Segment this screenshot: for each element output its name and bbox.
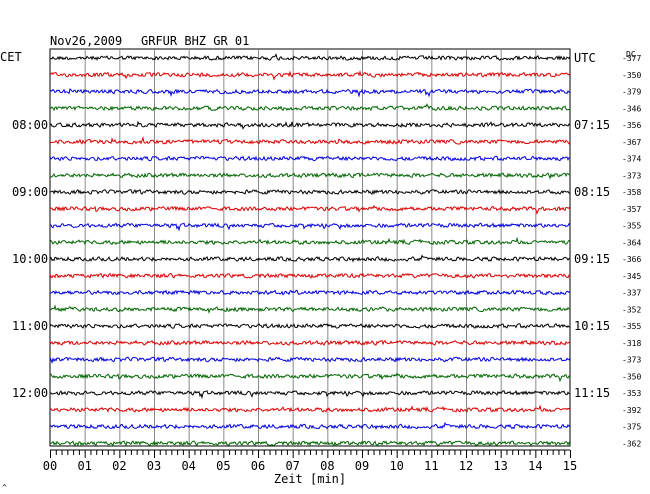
trace-row-17 <box>49 339 571 347</box>
dc-offset-value: -337 <box>622 289 641 298</box>
trace-row-13 <box>49 272 571 279</box>
right-time-labels: UTC 07:15 08:15 09:15 10:15 11:15 <box>574 51 610 400</box>
dc-offset-value: -374 <box>622 155 641 164</box>
dc-offset-values: -377 -350 -379 -346 -356 -367 -374 -373 -358 -357… <box>622 54 641 448</box>
header-date: Nov26,2009 <box>50 34 122 48</box>
dc-offset-value: -355 <box>622 222 641 231</box>
right-time-label: UTC <box>574 51 596 65</box>
dc-label: DC <box>626 50 636 59</box>
right-time-label: 08:15 <box>574 185 610 199</box>
dc-offset-value: -350 <box>622 71 641 80</box>
right-time-label: 11:15 <box>574 386 610 400</box>
dc-offset-value: -377 <box>622 54 641 63</box>
x-tick-label: 10 <box>389 459 403 473</box>
dc-offset-value: -353 <box>622 389 641 398</box>
trace-row-0 <box>49 53 571 61</box>
right-time-label: 10:15 <box>574 319 610 333</box>
trace-row-3 <box>49 103 571 112</box>
x-tick-label: 00 <box>43 459 57 473</box>
trace-row-8 <box>49 189 571 195</box>
trace-row-18 <box>49 356 571 364</box>
x-tick-label: 07 <box>285 459 299 473</box>
dc-offset-value: -366 <box>622 255 641 264</box>
x-tick-label: 01 <box>77 459 91 473</box>
trace-row-21 <box>49 404 571 413</box>
x-tick-label: 03 <box>147 459 161 473</box>
header-station: GRFUR BHZ GR 01 <box>141 34 249 48</box>
plot-frame <box>49 48 571 447</box>
trace-row-16 <box>49 323 571 329</box>
x-axis-ticks: 00 01 02 03 04 05 06 07 08 09 10 11 12 13 14 15 <box>43 449 577 473</box>
dc-offset-value: -373 <box>622 356 641 365</box>
trace-row-14 <box>49 289 571 296</box>
dc-offset-value: -358 <box>622 188 641 197</box>
trace-row-15 <box>49 304 571 314</box>
left-time-label: 08:00 <box>12 118 48 132</box>
left-time-labels: 08:00 09:00 10:00 11:00 12:00 <box>12 118 48 400</box>
left-time-label: 10:00 <box>12 252 48 266</box>
right-time-label: 09:15 <box>574 252 610 266</box>
dc-offset-value: -379 <box>622 88 641 97</box>
footer-mark: ^ <box>2 483 7 492</box>
left-time-label: 09:00 <box>12 185 48 199</box>
trace-row-9 <box>49 204 571 215</box>
dc-offset-value: -355 <box>622 322 641 331</box>
dc-offset-value: -352 <box>622 305 641 314</box>
dc-offset-value: -367 <box>622 138 641 147</box>
dc-offset-value: -364 <box>622 238 641 247</box>
x-tick-label: 15 <box>563 459 577 473</box>
left-time-label: 11:00 <box>12 319 48 333</box>
right-time-label: 07:15 <box>574 118 610 132</box>
trace-row-2 <box>49 88 571 98</box>
dc-offset-value: -345 <box>622 272 641 281</box>
dc-offset-value: -392 <box>622 406 641 415</box>
trace-row-4 <box>49 120 571 130</box>
x-tick-label: 02 <box>112 459 126 473</box>
trace-row-1 <box>49 70 571 81</box>
x-tick-label: 11 <box>424 459 438 473</box>
dc-offset-value: -356 <box>622 121 641 130</box>
x-tick-label: 04 <box>181 459 195 473</box>
plot-grid <box>49 48 571 447</box>
trace-row-22 <box>49 421 571 431</box>
dc-offset-value: -357 <box>622 205 641 214</box>
dc-offset-value: -318 <box>622 339 641 348</box>
trace-row-5 <box>49 136 571 145</box>
dc-offset-value: -375 <box>622 423 641 432</box>
dc-offset-value: -373 <box>622 171 641 180</box>
trace-row-23 <box>49 440 571 447</box>
x-axis-label: Zeit [min] <box>274 472 346 486</box>
dc-offset-value: -350 <box>622 372 641 381</box>
dc-offset-value: -346 <box>622 104 641 113</box>
left-timezone-label: CET <box>0 50 22 64</box>
x-tick-label: 06 <box>251 459 265 473</box>
dc-offset-value: -362 <box>622 439 641 448</box>
trace-row-11 <box>49 236 571 246</box>
trace-row-10 <box>49 222 571 232</box>
seismic-traces <box>49 53 571 447</box>
trace-row-20 <box>49 390 571 400</box>
trace-row-6 <box>49 155 571 162</box>
trace-row-12 <box>49 254 571 263</box>
left-time-label: 12:00 <box>12 386 48 400</box>
x-tick-label: 09 <box>355 459 369 473</box>
trace-row-19 <box>49 372 571 383</box>
x-tick-label: 08 <box>320 459 334 473</box>
x-tick-label: 14 <box>528 459 542 473</box>
trace-row-7 <box>49 172 571 180</box>
x-tick-label: 05 <box>216 459 230 473</box>
x-tick-label: 13 <box>493 459 507 473</box>
x-tick-label: 12 <box>459 459 473 473</box>
